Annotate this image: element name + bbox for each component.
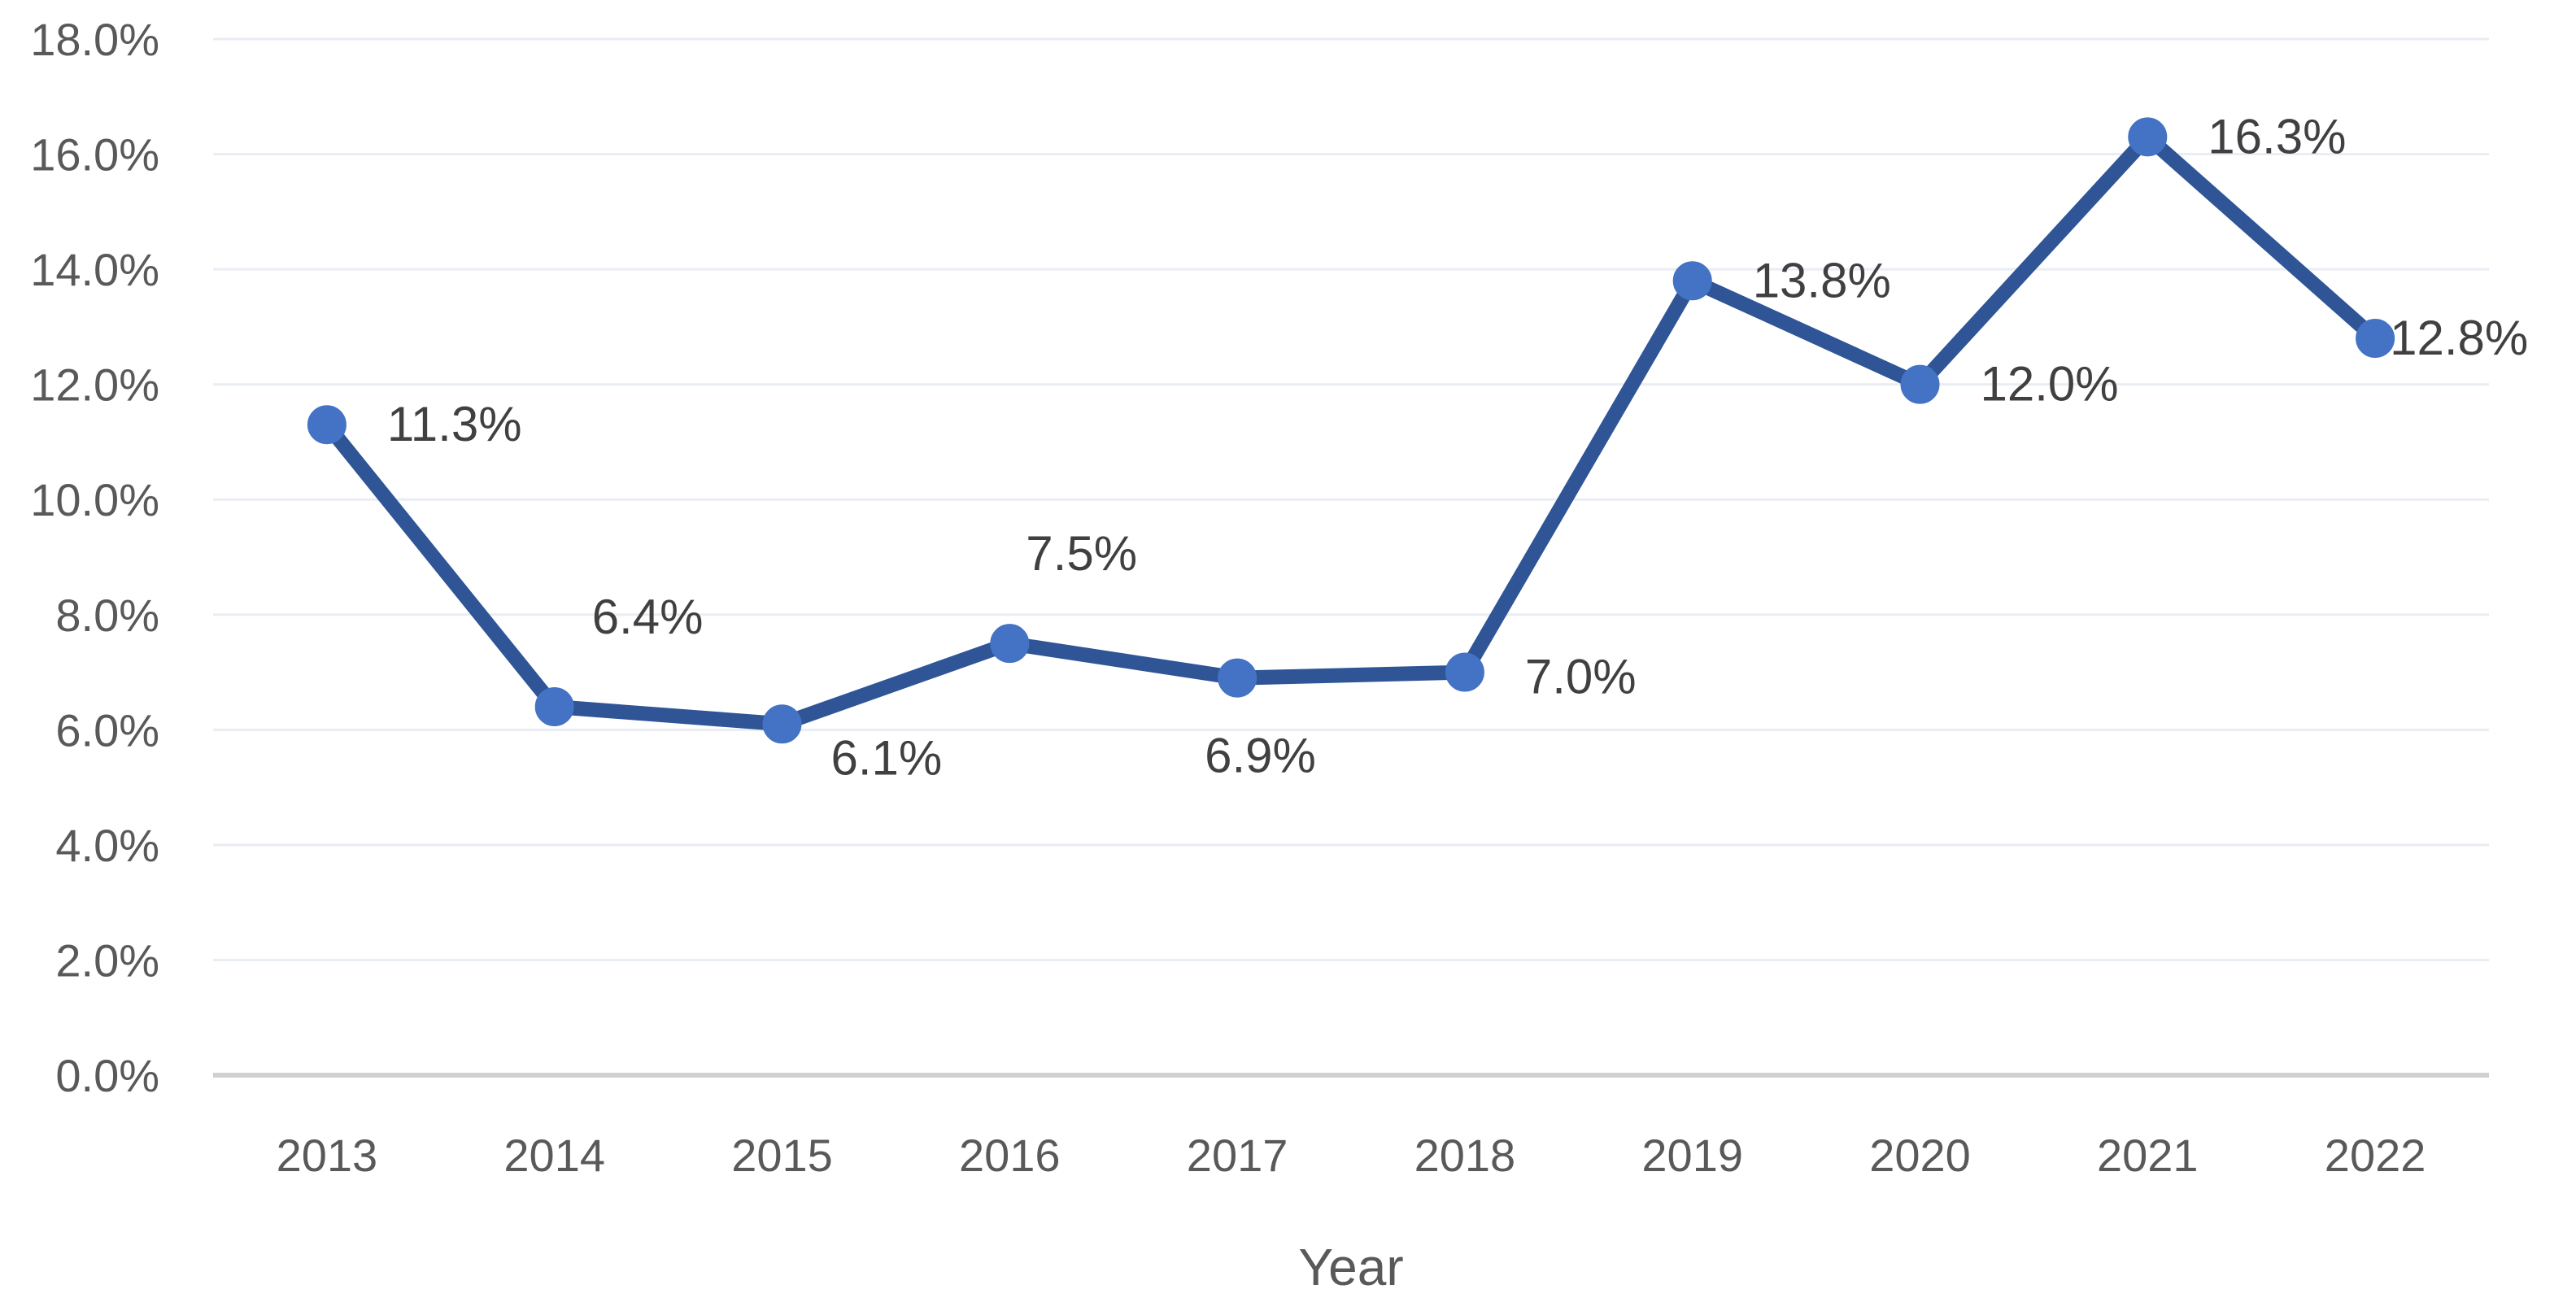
data-point-2018 [1445,652,1484,692]
series-line [319,129,2383,732]
x-tick-label: 2018 [1414,1130,1516,1181]
x-tick-label: 2020 [1869,1130,1971,1181]
data-point-2014 [534,687,574,727]
y-tick-label: 16.0% [30,129,159,181]
data-point-2016 [990,624,1030,664]
data-points [307,117,2395,744]
data-point-2013 [307,405,347,445]
data-label-2019: 13.8% [1753,253,1891,307]
x-tick-label: 2016 [959,1130,1061,1181]
y-tick-label: 12.0% [30,359,159,411]
x-tick-label: 2022 [2325,1130,2426,1181]
data-label-2018: 7.0% [1525,650,1637,704]
x-tick-label: 2015 [731,1130,833,1181]
data-point-2021 [2128,117,2168,157]
x-tick-label: 2017 [1187,1130,1288,1181]
y-tick-label: 14.0% [30,244,159,295]
y-tick-label: 4.0% [55,820,159,871]
gridlines [213,37,2489,961]
data-point-2017 [1218,658,1257,698]
data-label-2017: 6.9% [1205,729,1316,783]
y-tick-label: 0.0% [55,1050,159,1101]
data-label-2014: 6.4% [592,590,704,644]
data-label-2021: 16.3% [2208,109,2346,163]
x-axis-title: Year [1298,1238,1403,1296]
x-tick-label: 2013 [277,1130,378,1181]
y-axis-tick-labels: 0.0% 2.0% 4.0% 6.0% 8.0% 10.0% 12.0% 14.0% 16.0%… [30,14,159,1101]
x-axis-tick-labels: 2013 2014 2015 2016 2017 2018 2019 2020 2021 2022 [277,1130,2426,1181]
data-label-2016: 7.5% [1026,526,1137,581]
data-point-2019 [1672,261,1712,301]
series-rate [319,129,2383,732]
data-label-2020: 12.0% [1981,357,2119,412]
data-point-2022 [2356,319,2395,359]
data-label-2022: 12.8% [2390,311,2528,365]
x-tick-label: 2021 [2097,1130,2199,1181]
data-label-2013: 11.3% [387,397,522,451]
x-tick-label: 2014 [503,1130,605,1181]
x-tick-label: 2019 [1641,1130,1743,1181]
y-tick-label: 2.0% [55,934,159,986]
y-tick-label: 6.0% [55,704,159,756]
data-label-2015: 6.1% [831,730,943,785]
data-point-2020 [1900,364,1940,404]
data-labels: 11.3% 6.4% 6.1% 7.5% 6.9% 7.0% 13.8% 12.0% 16.3%… [387,109,2528,785]
y-tick-label: 8.0% [55,590,159,641]
data-point-2015 [762,704,802,744]
y-tick-label: 18.0% [30,14,159,65]
y-tick-label: 10.0% [30,474,159,525]
